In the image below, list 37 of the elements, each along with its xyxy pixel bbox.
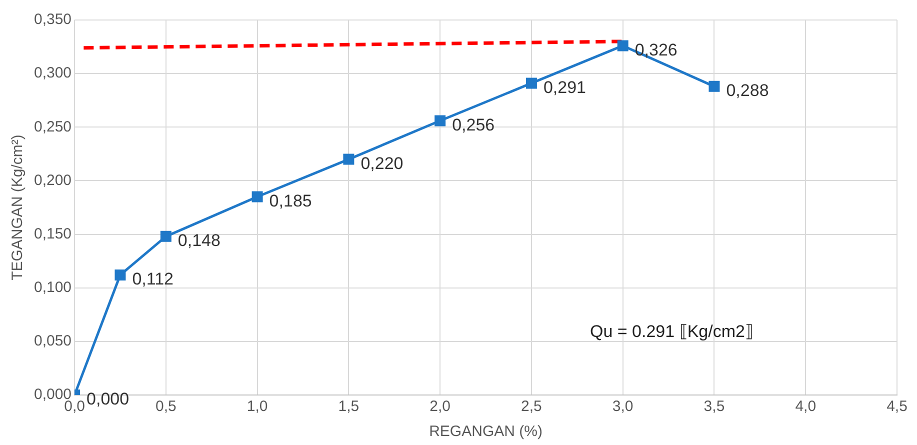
x-tick-label: 0,0 xyxy=(64,398,85,416)
x-tick-label: 4,5 xyxy=(886,398,908,416)
data-label: 0,185 xyxy=(269,191,312,210)
data-label: 0,326 xyxy=(634,40,678,60)
x-tick-label: 3,5 xyxy=(704,398,725,416)
y-tick-label: 0,050 xyxy=(34,332,72,350)
data-label: 0,000 xyxy=(86,390,130,409)
point xyxy=(434,115,446,126)
point xyxy=(252,191,263,202)
point xyxy=(114,270,126,280)
point xyxy=(160,230,172,242)
y-tick-label: 0,250 xyxy=(34,118,72,136)
x-tick-label: 1,5 xyxy=(338,398,360,416)
y-tick-label: 0,200 xyxy=(34,172,72,189)
x-tick-label: 3,0 xyxy=(612,398,634,416)
x-tick-label: 2,0 xyxy=(430,398,451,416)
annotation: Qu = 0.291 ⟦Kg/cm2⟧ xyxy=(589,320,754,342)
data-label: 0,256 xyxy=(452,115,495,134)
x-axis-title: REGANGAN (%) xyxy=(429,423,542,440)
data-label: 0,288 xyxy=(726,81,769,100)
x-tick-label: 4,0 xyxy=(795,398,816,416)
data-label: 0,148 xyxy=(178,231,220,250)
point xyxy=(617,40,628,52)
y-tick-label: 0,150 xyxy=(34,225,72,242)
x-tick-label: 2,5 xyxy=(521,398,542,416)
x-tick-label: 0,5 xyxy=(155,398,176,416)
data-label: 0,291 xyxy=(543,78,586,97)
y-tick-label: 0,100 xyxy=(34,279,72,296)
x-tick-label: 1,0 xyxy=(246,398,268,416)
y-axis-title: TEGANGAN (Kg/cm²) xyxy=(9,134,26,280)
point xyxy=(526,78,537,89)
point xyxy=(343,154,354,165)
point xyxy=(708,80,720,92)
data-label: 0,112 xyxy=(132,270,174,289)
y-tick-label: 0,350 xyxy=(34,11,72,28)
data-label: 0,220 xyxy=(360,154,404,173)
y-tick-label: 0,300 xyxy=(34,64,72,82)
